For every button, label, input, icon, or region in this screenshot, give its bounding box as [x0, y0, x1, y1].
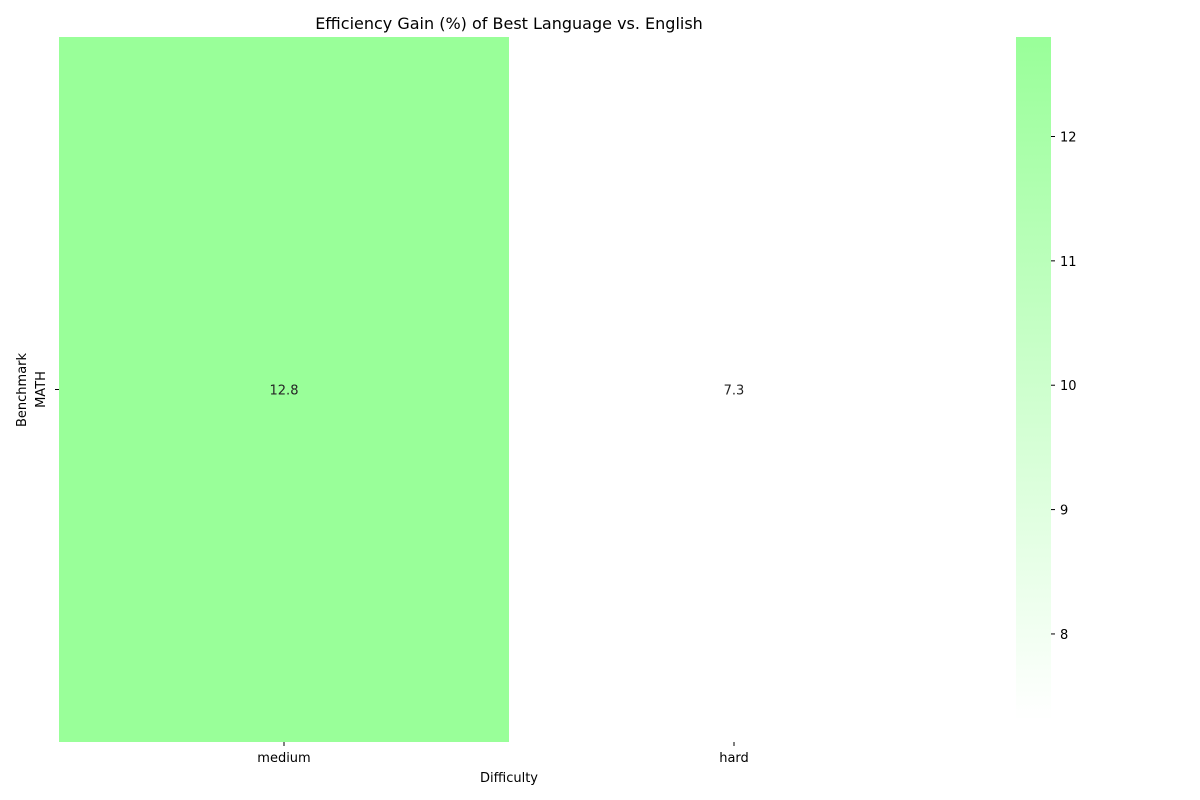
colorbar-tick-label: 12 — [1060, 130, 1077, 145]
heatmap-cell — [509, 37, 959, 742]
cell-value-label: 7.3 — [724, 384, 745, 399]
colorbar-tick-label: 9 — [1060, 504, 1068, 519]
colorbar-ticks: 8 9 10 11 12 — [1051, 130, 1077, 643]
x-tick-label: hard — [719, 751, 749, 766]
colorbar-tick-label: 11 — [1060, 255, 1077, 270]
heatmap-cells: 12.8 7.3 — [59, 37, 959, 742]
colorbar-tick-label: 10 — [1060, 379, 1077, 394]
x-tick-label: medium — [257, 751, 310, 766]
colorbar — [1016, 37, 1051, 721]
chart-title: Efficiency Gain (%) of Best Language vs.… — [315, 14, 703, 33]
cell-value-label: 12.8 — [270, 384, 299, 399]
y-axis-label: Benchmark — [15, 353, 30, 428]
colorbar-tick-label: 8 — [1060, 628, 1068, 643]
x-axis-label: Difficulty — [480, 771, 538, 786]
heatmap-cell — [59, 37, 509, 742]
y-axis-ticks: MATH — [34, 371, 59, 408]
y-tick-label: MATH — [34, 371, 49, 408]
x-axis-ticks: medium hard — [257, 742, 749, 766]
